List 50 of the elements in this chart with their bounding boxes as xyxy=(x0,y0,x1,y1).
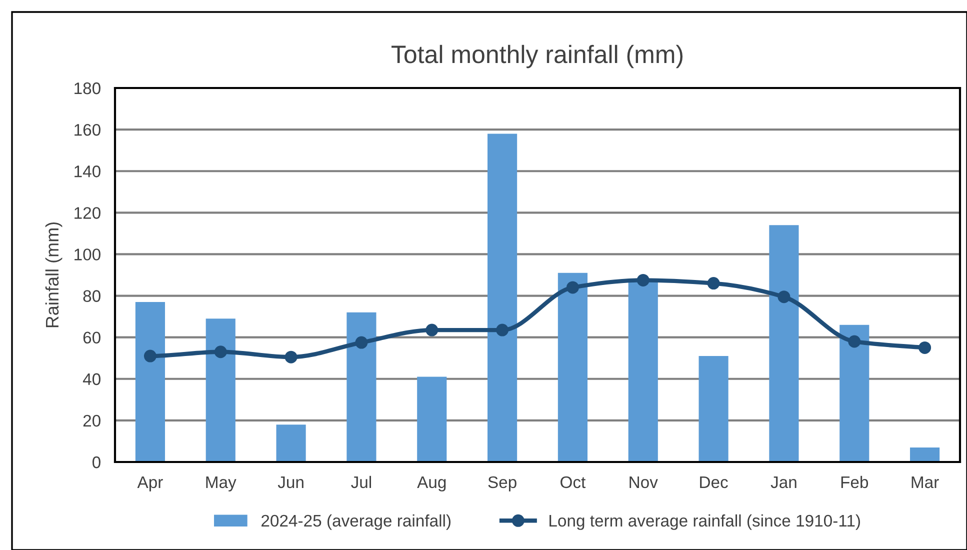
x-tick-label: Jul xyxy=(351,476,371,488)
bar xyxy=(910,447,940,462)
bar xyxy=(488,134,518,462)
bar xyxy=(346,312,376,462)
point xyxy=(496,324,509,336)
point xyxy=(778,290,790,304)
x-tick-label: Jun xyxy=(278,476,304,488)
bar xyxy=(558,272,588,462)
bar xyxy=(840,324,870,462)
y-tick-label: 100 xyxy=(74,248,100,260)
bar xyxy=(628,281,658,462)
y-tick-label: 20 xyxy=(83,414,100,427)
x-tick-label: Jan xyxy=(770,476,796,488)
x-tick-label: May xyxy=(206,476,236,492)
point xyxy=(918,341,932,354)
point xyxy=(707,277,720,290)
x-tick-label: Mar xyxy=(912,476,939,488)
point xyxy=(284,350,298,364)
bar xyxy=(417,376,447,462)
y-tick-label: 60 xyxy=(83,332,100,344)
bar xyxy=(698,356,728,462)
point xyxy=(214,346,227,358)
y-tick-label: 180 xyxy=(74,82,100,94)
y-axis-title: Rainfall (mm) xyxy=(45,222,62,328)
x-tick-label: Feb xyxy=(841,476,868,488)
point xyxy=(848,335,861,348)
y-tick-label: 120 xyxy=(74,207,100,219)
x-tick-label: Aug xyxy=(417,476,446,492)
bar xyxy=(206,318,236,462)
point xyxy=(566,281,579,294)
y-tick-label: 80 xyxy=(83,290,100,302)
x-tick-label: Apr xyxy=(137,476,163,492)
x-tick-label: Nov xyxy=(630,476,658,488)
point xyxy=(355,336,368,349)
y-tick-label: 40 xyxy=(82,373,100,386)
chart-title: Total monthly rainfall (mm) xyxy=(392,44,683,68)
y-tick-label: 160 xyxy=(74,124,100,136)
y-tick-label: 0 xyxy=(92,456,100,468)
point xyxy=(426,324,438,336)
legend-label: Long term average rainfall (since 1910-11) xyxy=(550,514,860,530)
point xyxy=(144,350,156,362)
legend-label: 2024-25 (average rainfall) xyxy=(262,514,450,530)
bar xyxy=(135,302,165,462)
bar xyxy=(769,225,799,462)
x-tick-label: Dec xyxy=(700,476,728,488)
point xyxy=(636,274,650,286)
bar xyxy=(276,424,306,462)
x-tick-label: Oct xyxy=(560,476,586,488)
x-tick-label: Sep xyxy=(488,476,516,492)
y-tick-label: 140 xyxy=(74,166,100,178)
